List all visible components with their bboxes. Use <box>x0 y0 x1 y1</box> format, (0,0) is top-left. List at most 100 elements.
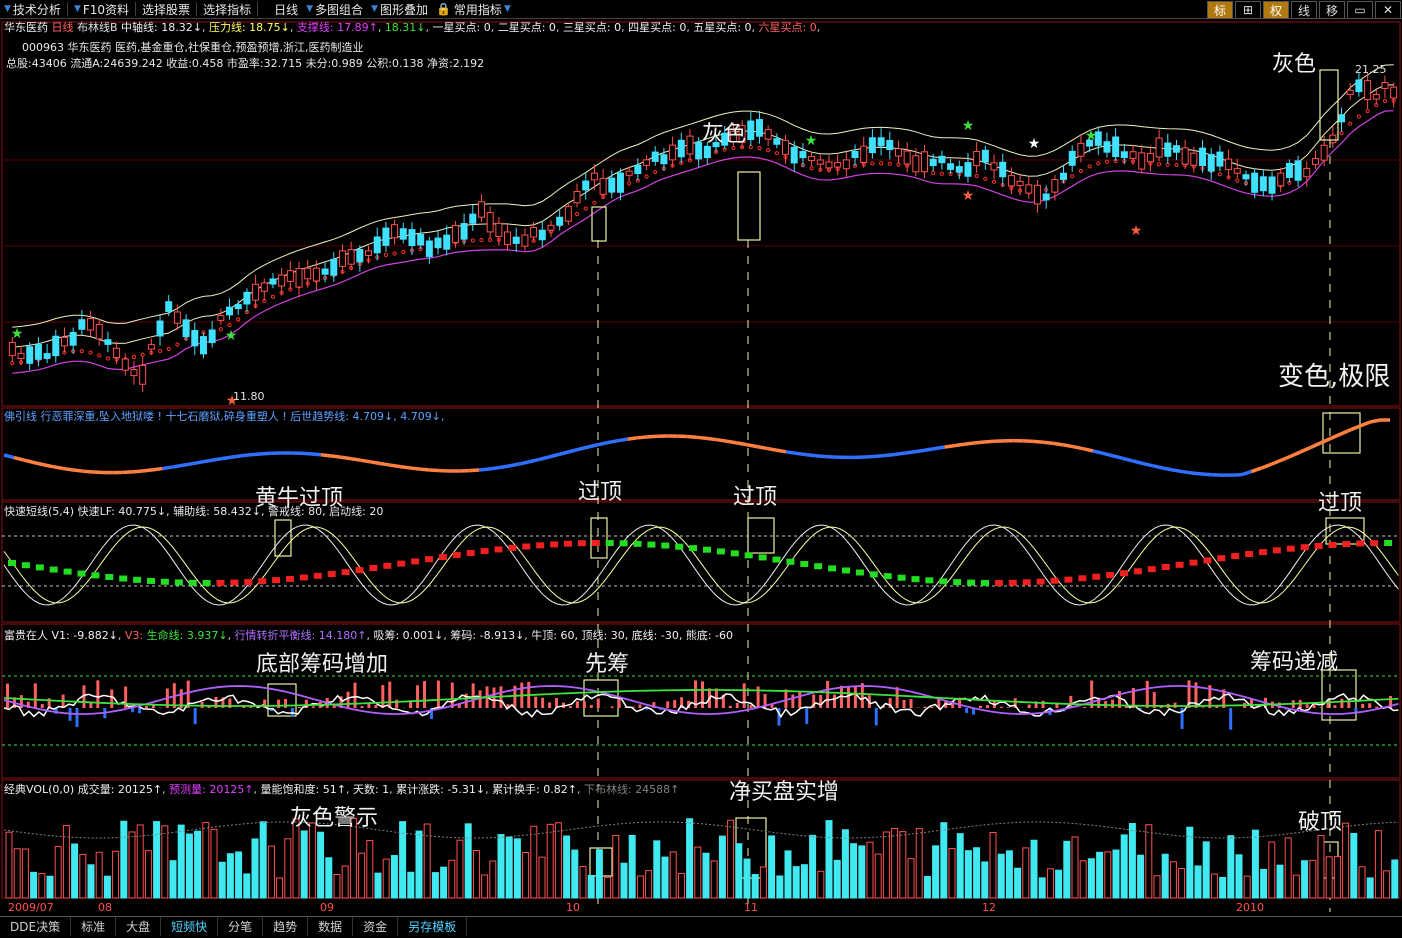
trend-block <box>91 572 99 578</box>
f10-info-button[interactable]: ▼F10资料 <box>70 0 133 18</box>
stock-chart[interactable]: ★★★★★★★★★ <box>0 19 1402 916</box>
annotation-over-top-2: 过顶 <box>733 479 777 511</box>
line-button[interactable]: 线 <box>1291 1 1317 19</box>
chip-bar <box>395 700 398 708</box>
star-marker: ★ <box>1130 223 1143 239</box>
chip-bar <box>736 703 739 708</box>
trend-segment <box>212 459 222 461</box>
volume-bar <box>777 876 783 898</box>
volume-bar <box>236 852 242 898</box>
volume-bar <box>875 854 881 898</box>
trend-block <box>1259 549 1267 555</box>
trend-segment <box>954 444 964 445</box>
trend-segment <box>915 450 925 452</box>
volume-bar <box>539 857 545 898</box>
trend-block <box>689 545 697 551</box>
candle-body <box>974 152 980 166</box>
trend-dot <box>271 295 274 298</box>
tab-standard[interactable]: 标准 <box>71 917 116 936</box>
candle-body <box>1391 87 1397 98</box>
daily-period-button[interactable]: 日线 <box>260 0 302 18</box>
volume-bar <box>203 822 209 898</box>
volume-bar <box>129 832 135 898</box>
trend-segment <box>974 442 984 443</box>
annotation-chips-decrease: 筹码递减 <box>1250 644 1338 676</box>
tab-trend[interactable]: 趋势 <box>263 917 308 936</box>
trend-block <box>564 541 572 547</box>
move-button[interactable]: 移 <box>1319 1 1345 19</box>
trend-block <box>105 574 113 580</box>
crosshair-icon[interactable]: ⊞ <box>1235 1 1261 19</box>
candle-body <box>1208 155 1214 171</box>
low-price-label: 11.80 <box>233 390 265 403</box>
tab-dde[interactable]: DDE决策 <box>0 917 71 936</box>
volume-bar <box>924 876 930 898</box>
common-indicator-button[interactable]: 🔒常用指标▼ <box>432 0 517 18</box>
candle-body <box>200 337 206 354</box>
trend-block <box>300 574 308 580</box>
tab-save-template[interactable]: 另存模板 <box>398 917 467 936</box>
candle-body <box>609 178 615 192</box>
trend-block <box>508 545 516 551</box>
star-marker: ★ <box>11 326 24 342</box>
volume-bar <box>1326 857 1332 898</box>
trend-block <box>1064 577 1072 583</box>
trend-dot <box>888 162 891 165</box>
trend-dot <box>1349 122 1352 125</box>
tab-short-fast[interactable]: 短频快 <box>161 917 218 936</box>
volume-bar <box>80 854 86 898</box>
window-restore-icon[interactable]: ▭ <box>1347 1 1373 19</box>
trend-dot <box>80 350 83 353</box>
trend-segment <box>1350 426 1360 430</box>
trend-segment <box>1341 430 1351 434</box>
trend-segment <box>202 460 212 462</box>
overlay-button[interactable]: ▼图形叠加 <box>367 0 432 18</box>
tech-analysis-button[interactable]: ▼技术分析 <box>0 0 65 18</box>
tab-market[interactable]: 大盘 <box>116 917 161 936</box>
dropdown-arrow-icon: ▼ <box>4 4 11 14</box>
trend-segment <box>479 469 489 470</box>
tab-data[interactable]: 数据 <box>308 917 353 936</box>
chip-bar <box>1333 705 1336 708</box>
tab-ticks[interactable]: 分笔 <box>218 917 263 936</box>
trend-segment <box>34 463 44 465</box>
annotation-over-top-1: 过顶 <box>578 474 622 506</box>
candle-body <box>1139 153 1145 169</box>
trend-block <box>244 579 252 585</box>
tab-funds[interactable]: 资金 <box>353 917 398 936</box>
multi-chart-button[interactable]: ▼多图组合 <box>302 0 367 18</box>
chip-bar <box>833 695 836 708</box>
life-line-value: 生命线: 3.937↓ <box>147 629 228 642</box>
chip-bar <box>1229 708 1232 730</box>
candle-body <box>1182 148 1188 164</box>
chip-bar <box>1361 704 1364 708</box>
trend-segment <box>54 467 64 469</box>
trend-dot <box>141 353 144 356</box>
trend-dot <box>176 343 179 346</box>
annotation-first-chips: 先筹 <box>585 646 629 678</box>
trend-block <box>147 578 155 584</box>
volume-bar <box>318 832 324 898</box>
trend-dot <box>167 347 170 350</box>
trend-segment <box>1113 456 1123 459</box>
candle-body <box>183 320 189 337</box>
volume-bar <box>154 822 160 898</box>
chip-bar <box>423 681 426 708</box>
select-indicator-button[interactable]: 选择指标 <box>199 0 255 18</box>
select-stock-button[interactable]: 选择股票 <box>138 0 194 18</box>
trend-dot <box>575 212 578 215</box>
trend-segment <box>608 441 618 443</box>
chip-bar <box>576 701 579 708</box>
trend-segment <box>885 454 895 455</box>
volume-bar <box>1072 837 1078 898</box>
date-label: 11 <box>744 901 758 914</box>
volume-bar <box>982 862 988 898</box>
volume-bar <box>367 841 373 898</box>
candle-body <box>861 146 867 162</box>
candle-body <box>600 178 606 194</box>
close-icon[interactable]: ✕ <box>1375 1 1401 19</box>
rights-button[interactable]: 权 <box>1263 1 1289 19</box>
mark-button[interactable]: 标 <box>1207 1 1233 19</box>
trend-segment <box>252 454 262 455</box>
candle-body <box>9 342 15 355</box>
